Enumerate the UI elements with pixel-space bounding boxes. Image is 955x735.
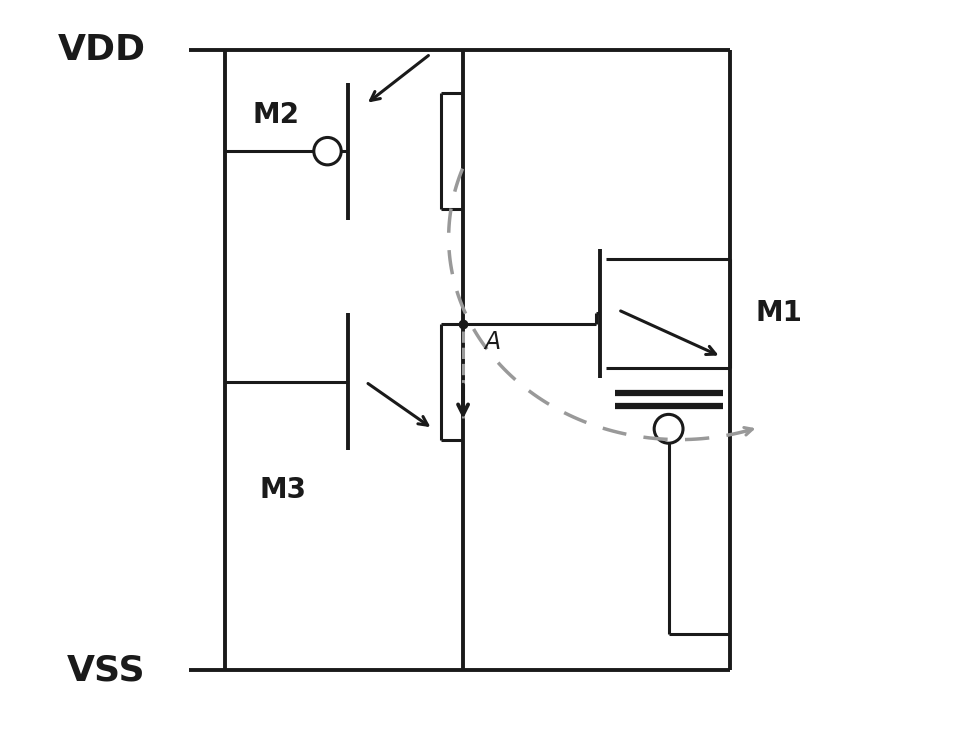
Text: VDD: VDD: [58, 33, 146, 67]
Text: M3: M3: [260, 476, 307, 504]
Text: A: A: [485, 330, 500, 354]
Text: M2: M2: [252, 101, 299, 129]
Text: VSS: VSS: [67, 653, 146, 687]
Text: M1: M1: [755, 299, 802, 327]
